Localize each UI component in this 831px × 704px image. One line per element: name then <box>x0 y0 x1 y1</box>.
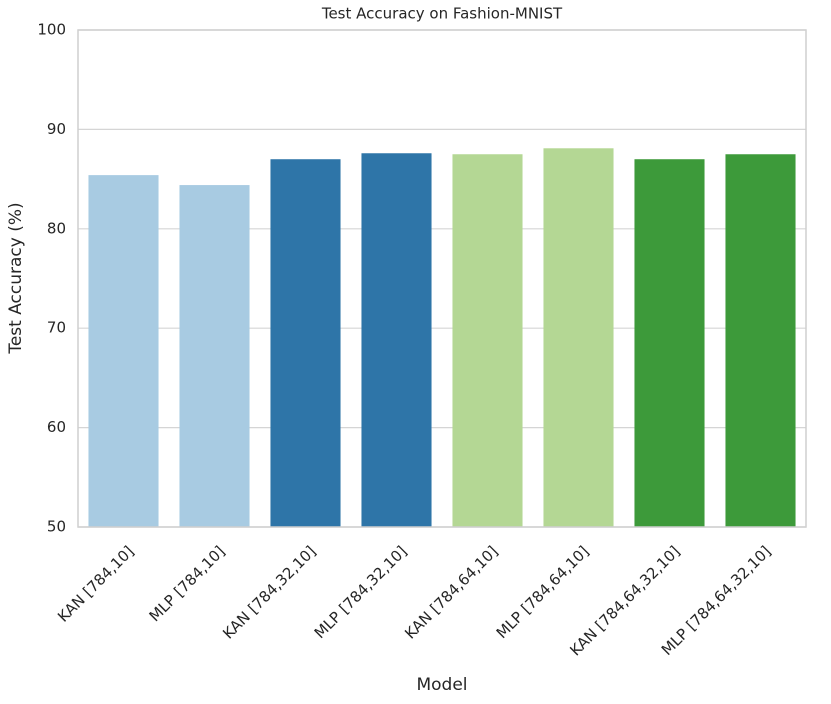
plot-frame <box>77 29 807 528</box>
bar <box>179 185 250 527</box>
x-tick-label: MLP [784,10] <box>146 542 229 625</box>
y-tick-label: 100 <box>37 21 66 39</box>
bar <box>452 154 523 527</box>
x-tick-label: KAN [784,10] <box>54 542 137 625</box>
x-axis-label: Model <box>416 675 467 695</box>
y-tick-label: 80 <box>47 219 66 237</box>
x-tick-label: MLP [784,32,10] <box>311 542 411 642</box>
bar <box>543 148 614 527</box>
y-tick-label: 50 <box>47 518 66 536</box>
x-tick-label: KAN [784,64,10] <box>401 542 501 642</box>
y-tick-label: 60 <box>47 418 66 436</box>
y-tick-label: 70 <box>47 319 66 337</box>
bar <box>270 159 341 527</box>
chart-title: Test Accuracy on Fashion-MNIST <box>321 5 563 23</box>
y-axis-label: Test Accuracy (%) <box>6 202 26 354</box>
bar <box>88 175 159 527</box>
bar <box>361 153 432 528</box>
bar <box>634 159 705 527</box>
bar <box>725 154 796 527</box>
y-tick-label: 90 <box>47 120 66 138</box>
x-tick-label: MLP [784,64,10] <box>493 542 593 642</box>
x-tick-label: KAN [784,32,10] <box>219 542 319 642</box>
